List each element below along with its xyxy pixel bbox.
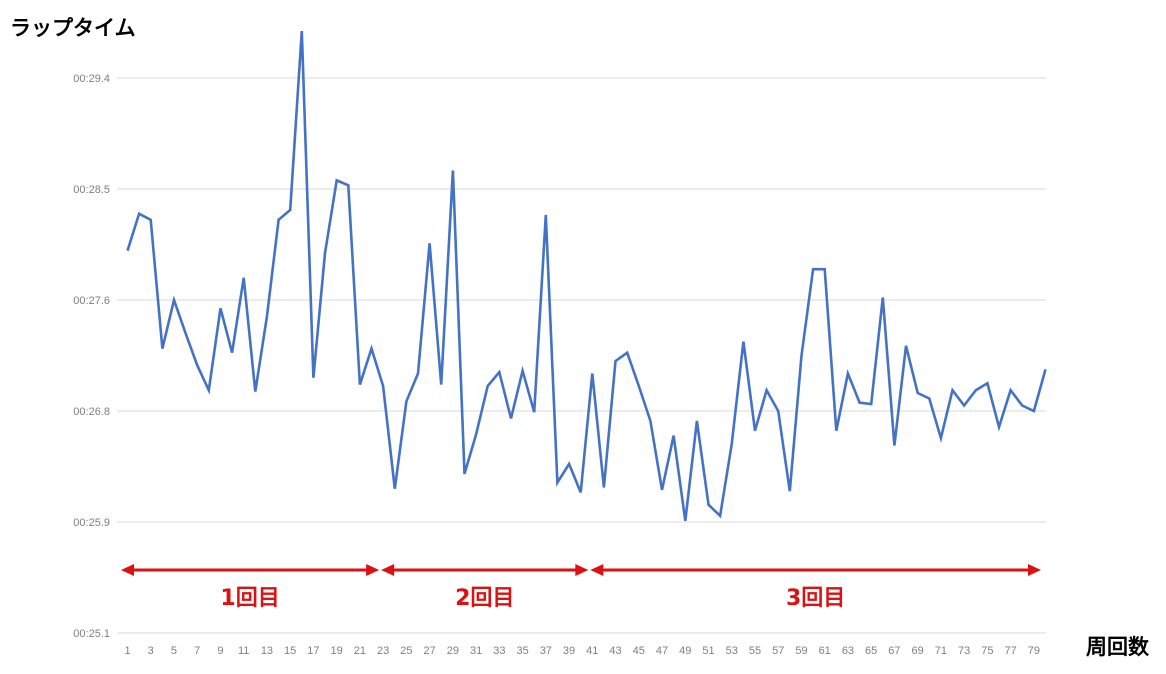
segment-arrow	[121, 564, 380, 576]
series-lines	[126, 31, 1047, 521]
x-tick-label: 1	[124, 645, 130, 657]
x-tick-label: 67	[888, 645, 900, 657]
arrow-head-left	[121, 564, 134, 576]
x-tick-label: 3	[148, 645, 154, 657]
segment-label: 2回目	[455, 586, 514, 611]
x-tick-label: 71	[935, 645, 947, 657]
x-tick-label: 53	[726, 645, 738, 657]
arrow-head-right	[1028, 564, 1041, 576]
y-tick-label: 00:26.8	[73, 406, 110, 418]
x-tick-label: 63	[842, 645, 854, 657]
y-tick-label: 00:29.4	[73, 73, 110, 85]
x-tick-label: 73	[958, 645, 970, 657]
x-tick-label: 79	[1028, 645, 1040, 657]
x-tick-label: 41	[586, 645, 598, 657]
x-tick-label: 49	[679, 645, 691, 657]
x-tick-label: 57	[772, 645, 784, 657]
x-tick-label: 37	[540, 645, 552, 657]
x-tick-label: 25	[400, 645, 412, 657]
x-tick-label: 47	[656, 645, 668, 657]
segment-label: 1回目	[220, 586, 279, 611]
arrow-head-right	[366, 564, 380, 576]
x-tick-label: 19	[331, 645, 343, 657]
x-tick-label: 35	[516, 645, 528, 657]
x-tick-label: 17	[307, 645, 319, 657]
x-axis-ticks: 1 3 5 7 9 11 13 15 17 19 21 23 25 27 29 31 33 35 37 39 41 43 4…	[124, 645, 1040, 657]
x-tick-label: 33	[493, 645, 505, 657]
x-tick-label: 39	[563, 645, 575, 657]
segment-label: 3回目	[786, 586, 845, 611]
x-tick-label: 59	[795, 645, 807, 657]
y-tick-label: 00:28.5	[73, 184, 110, 196]
arrow-head-left	[590, 564, 604, 576]
x-axis-label: 周回数	[1086, 635, 1150, 659]
x-tick-label: 5	[171, 645, 177, 657]
x-tick-label: 69	[912, 645, 924, 657]
x-tick-label: 13	[261, 645, 273, 657]
x-tick-label: 43	[609, 645, 621, 657]
lap-segment-annotations: 1回目 2回目 3回目	[121, 564, 1041, 611]
x-tick-label: 65	[865, 645, 877, 657]
y-tick-label: 00:25.1	[73, 628, 110, 640]
gridlines	[117, 77, 1046, 634]
y-tick-label: 00:25.9	[73, 517, 110, 529]
x-tick-label: 29	[447, 645, 459, 657]
y-axis-ticks: 00:25.1 00:25.9 00:26.8 00:27.6 00:28.5 00:29…	[73, 73, 110, 640]
arrow-head-left	[381, 564, 395, 576]
x-tick-label: 51	[702, 645, 714, 657]
series-line	[126, 31, 1047, 521]
x-tick-label: 9	[217, 645, 223, 657]
arrow-head-right	[575, 564, 589, 576]
segment-arrow	[381, 564, 589, 576]
x-tick-label: 45	[633, 645, 645, 657]
x-tick-label: 77	[1004, 645, 1016, 657]
y-axis-label: ラップタイム	[10, 16, 136, 40]
x-tick-label: 11	[238, 645, 249, 657]
x-tick-label: 7	[194, 645, 200, 657]
x-tick-label: 15	[284, 645, 296, 657]
x-tick-label: 31	[470, 645, 482, 657]
x-tick-label: 23	[377, 645, 389, 657]
x-tick-label: 61	[819, 645, 831, 657]
x-tick-label: 21	[354, 645, 366, 657]
x-tick-label: 75	[981, 645, 993, 657]
x-tick-label: 27	[423, 645, 435, 657]
segment-arrow	[590, 564, 1041, 576]
y-tick-label: 00:27.6	[73, 295, 110, 307]
x-tick-label: 55	[749, 645, 761, 657]
